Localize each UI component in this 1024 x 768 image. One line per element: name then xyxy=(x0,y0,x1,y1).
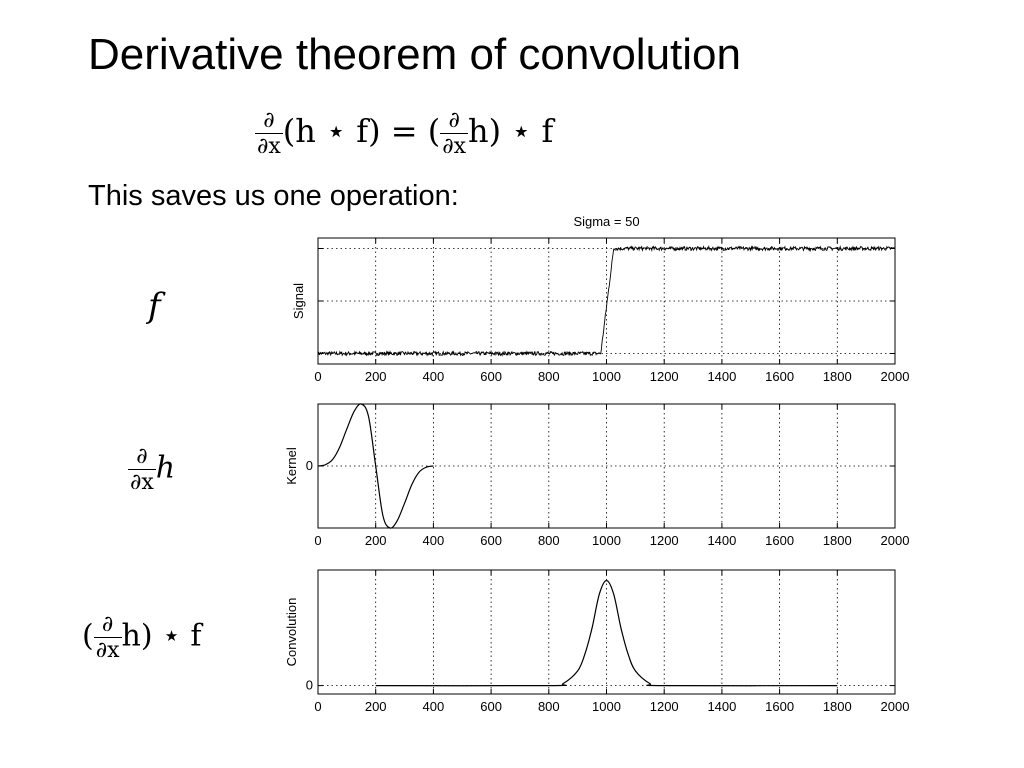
x-tick-label: 2000 xyxy=(881,369,910,384)
row-label-signal: f xyxy=(148,286,161,326)
function-f: f xyxy=(148,286,161,326)
x-tick-label: 600 xyxy=(480,699,502,714)
fraction-denominator: ∂x xyxy=(255,133,283,159)
x-tick-label: 1600 xyxy=(765,699,794,714)
fraction-numerator: ∂ xyxy=(448,108,460,133)
x-tick-label: 1400 xyxy=(707,533,736,548)
x-tick-label: 0 xyxy=(314,699,321,714)
partial-fraction: ∂ ∂x xyxy=(128,444,156,495)
row-label-kernel: ∂ ∂x h xyxy=(128,444,175,495)
x-tick-label: 800 xyxy=(538,699,560,714)
fraction-numerator: ∂ xyxy=(136,444,148,469)
x-tick-label: 2000 xyxy=(881,699,910,714)
x-tick-label: 1400 xyxy=(707,369,736,384)
x-tick-label: 400 xyxy=(423,533,445,548)
x-tick-label: 2000 xyxy=(881,533,910,548)
fraction-numerator: ∂ xyxy=(101,612,114,637)
main-equation: ∂ ∂x (h ⋆ f) = (∂ ∂x h) ⋆ f xyxy=(255,108,553,159)
y-tick-label: 0 xyxy=(306,458,313,473)
function-h: h xyxy=(155,450,176,486)
x-tick-label: 1000 xyxy=(592,369,621,384)
x-tick-label: 1000 xyxy=(592,699,621,714)
x-tick-label: 1800 xyxy=(823,699,852,714)
x-tick-label: 600 xyxy=(480,369,502,384)
convolution-rest: h) ⋆ f xyxy=(121,618,202,654)
chart-title: Sigma = 50 xyxy=(573,214,639,229)
x-tick-label: 800 xyxy=(538,533,560,548)
x-tick-label: 600 xyxy=(480,533,502,548)
row-label-convolution: (∂ ∂x h) ⋆ f xyxy=(82,612,202,663)
x-tick-label: 200 xyxy=(365,369,387,384)
x-tick-label: 1200 xyxy=(650,699,679,714)
open-paren: ( xyxy=(82,618,94,654)
partial-fraction: ∂ ∂x xyxy=(440,108,469,159)
y-axis-label: Signal xyxy=(291,283,306,319)
x-tick-label: 1800 xyxy=(823,533,852,548)
fraction-denominator: ∂x xyxy=(128,469,156,495)
x-tick-label: 1200 xyxy=(650,533,679,548)
y-tick-label: 0 xyxy=(306,678,313,693)
series-line xyxy=(317,245,896,357)
x-tick-label: 1600 xyxy=(765,533,794,548)
x-tick-label: 400 xyxy=(423,369,445,384)
x-tick-label: 1600 xyxy=(765,369,794,384)
partial-fraction: ∂ ∂x xyxy=(255,108,283,159)
x-tick-label: 1200 xyxy=(650,369,679,384)
x-tick-label: 1000 xyxy=(592,533,621,548)
x-tick-label: 1400 xyxy=(707,699,736,714)
partial-fraction: ∂ ∂x xyxy=(93,612,122,663)
x-tick-label: 200 xyxy=(365,533,387,548)
y-axis-label: Kernel xyxy=(284,447,299,485)
x-tick-label: 800 xyxy=(538,369,560,384)
x-tick-label: 0 xyxy=(314,369,321,384)
x-tick-label: 0 xyxy=(314,533,321,548)
y-axis-label: Convolution xyxy=(284,598,299,667)
x-tick-label: 400 xyxy=(423,699,445,714)
fraction-numerator: ∂ xyxy=(263,108,275,133)
fraction-denominator: ∂x xyxy=(440,133,469,159)
equation-rhs-rest: h) ⋆ f xyxy=(468,112,554,150)
equation-lhs-rest: (h ⋆ f) = ( xyxy=(282,112,441,150)
x-tick-label: 1800 xyxy=(823,369,852,384)
fraction-denominator: ∂x xyxy=(93,637,122,663)
x-tick-label: 200 xyxy=(365,699,387,714)
body-text: This saves us one operation: xyxy=(88,180,459,212)
slide-title: Derivative theorem of convolution xyxy=(88,30,741,79)
